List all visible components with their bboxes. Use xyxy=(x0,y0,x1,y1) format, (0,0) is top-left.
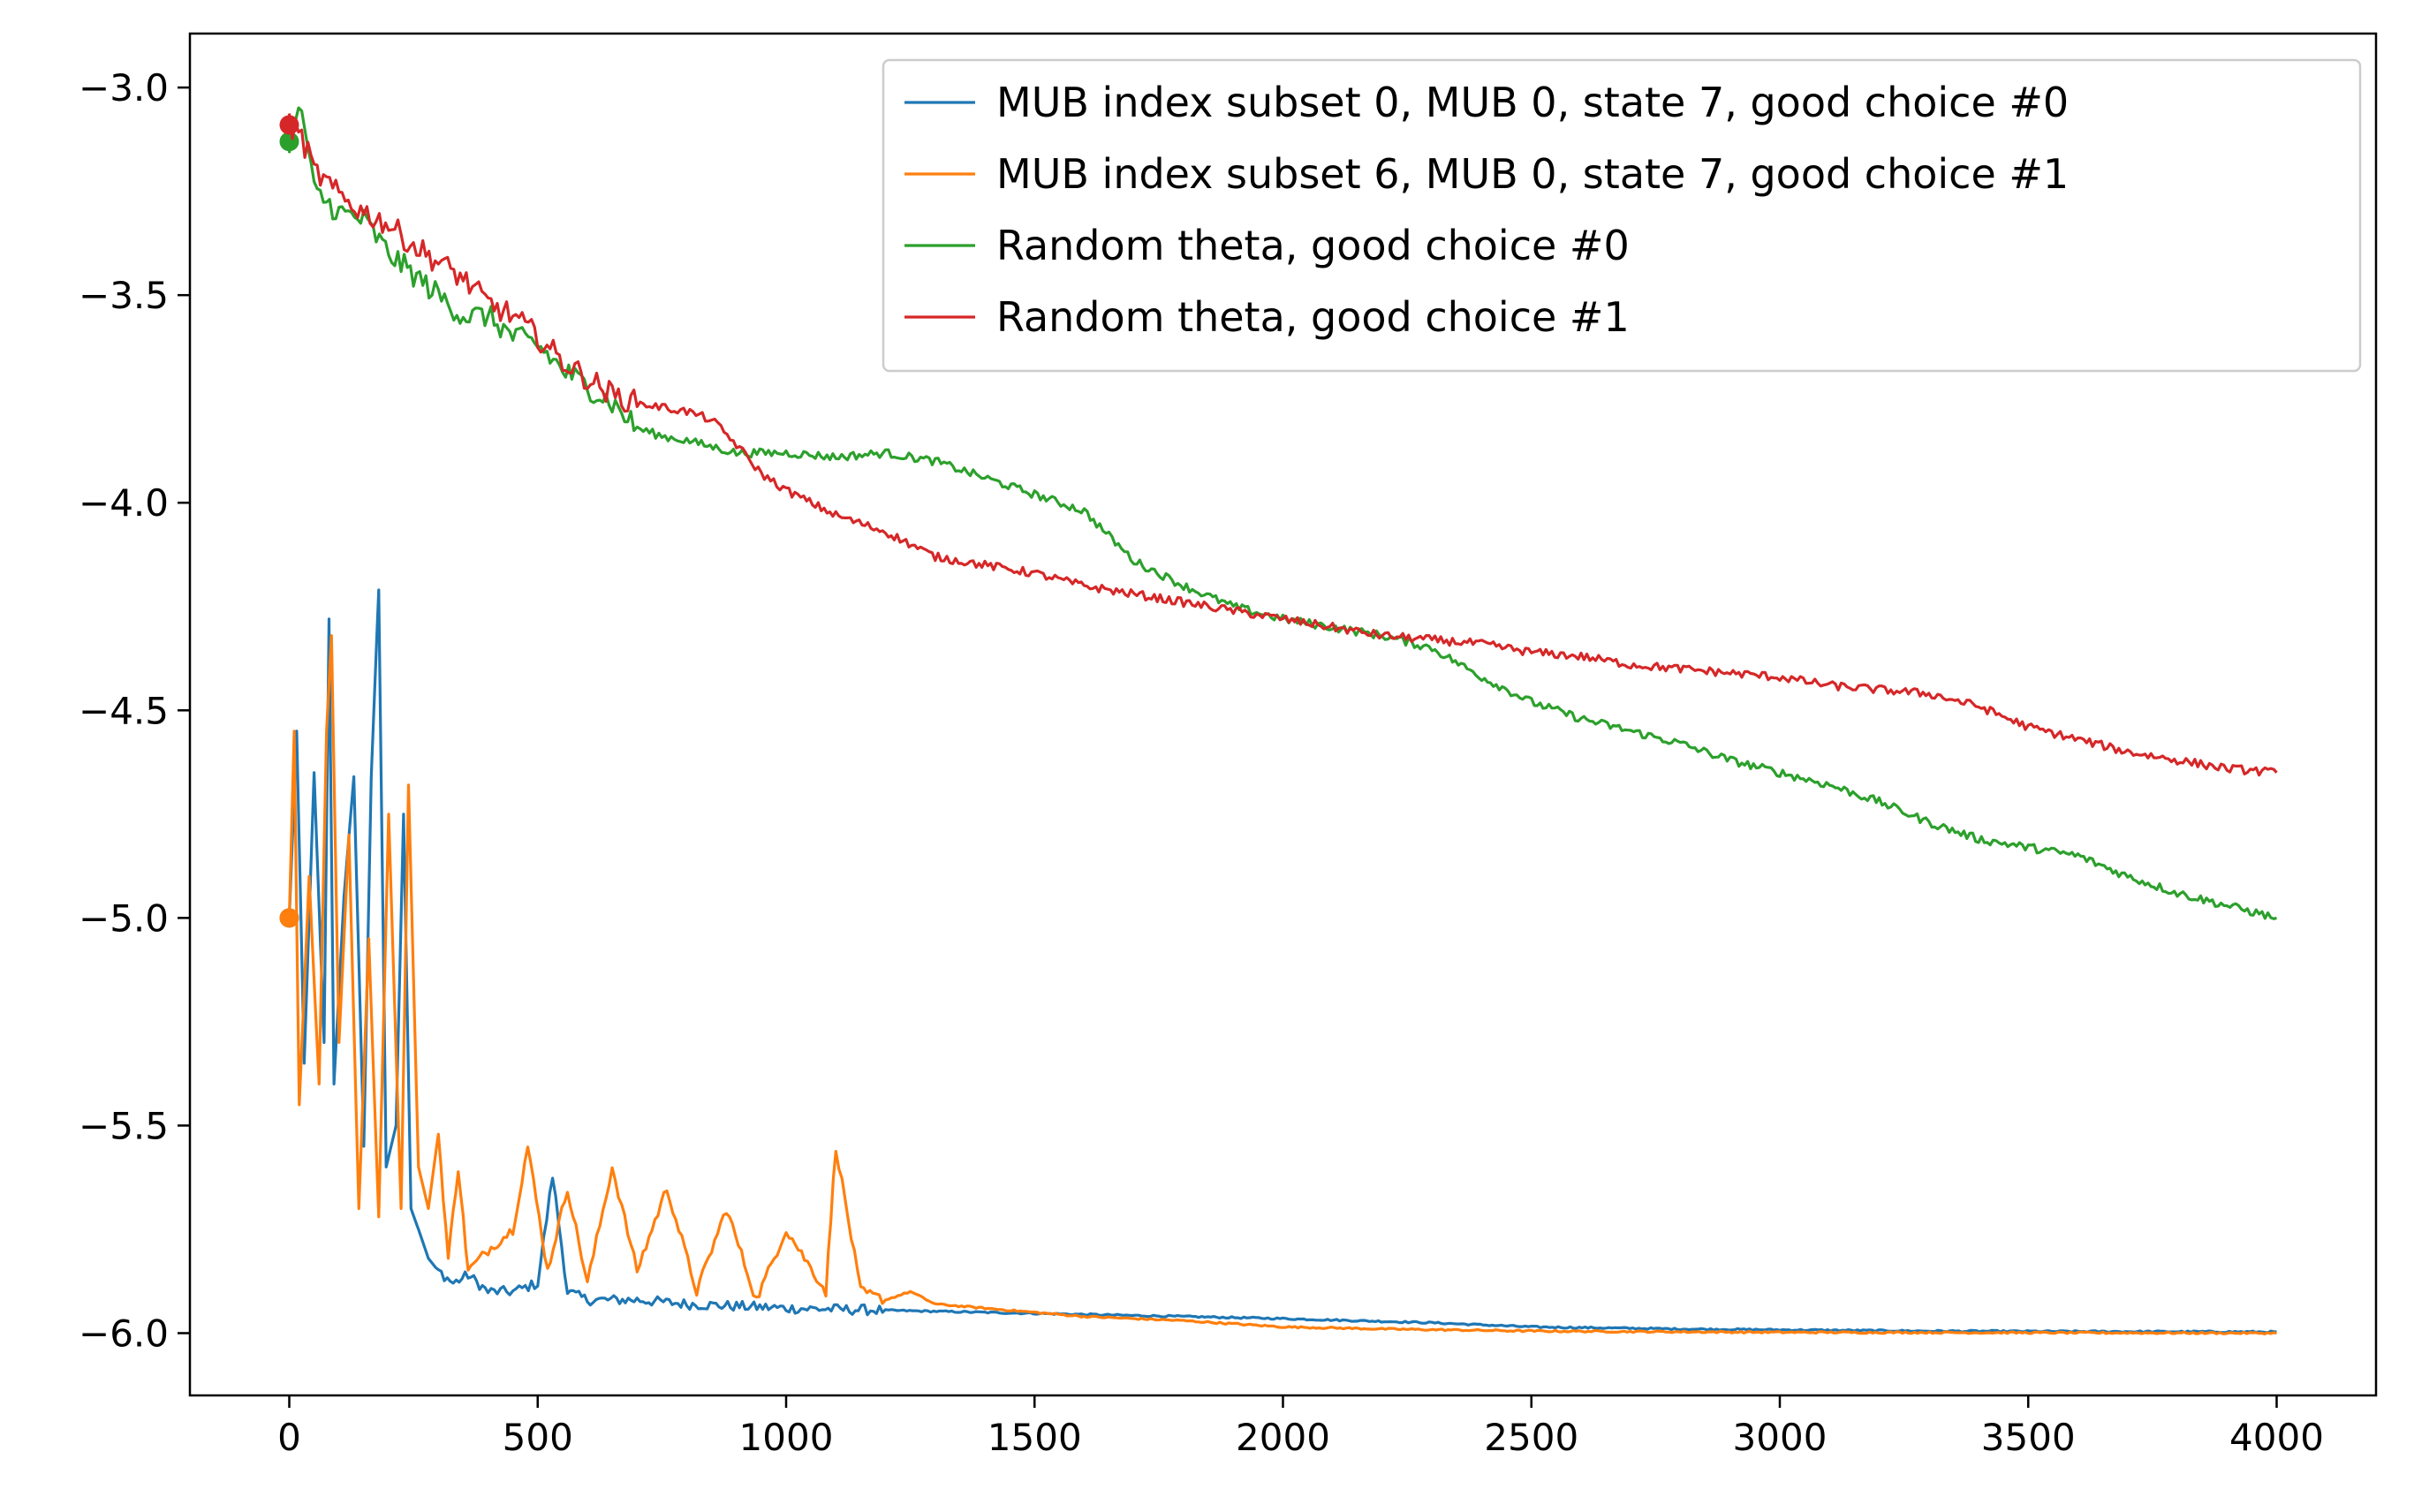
series-line-3 xyxy=(287,113,2278,777)
series-start-marker-3 xyxy=(279,115,299,135)
y-axis: −3.0 −3.5 −4.0 −4.5 −5.0 −5.5 −6.0 xyxy=(79,66,190,1355)
x-tick-label: 1000 xyxy=(739,1416,834,1459)
series-line-0 xyxy=(287,588,2277,1334)
y-tick-label: −6.0 xyxy=(79,1312,169,1355)
y-tick-label: −5.0 xyxy=(79,896,169,940)
x-tick-label: 3000 xyxy=(1733,1416,1828,1459)
x-tick-label: 3500 xyxy=(1981,1416,2076,1459)
x-tick-label: 4000 xyxy=(2229,1416,2324,1459)
series-start-marker-1 xyxy=(279,908,299,928)
series-line-1 xyxy=(287,634,2277,1335)
legend-label-0: MUB index subset 0, MUB 0, state 7, good… xyxy=(996,79,2069,126)
x-tick-label: 1500 xyxy=(988,1416,1082,1459)
y-tick-label: −3.0 xyxy=(79,66,169,110)
legend: MUB index subset 0, MUB 0, state 7, good… xyxy=(882,58,2362,373)
x-tick-label: 2000 xyxy=(1236,1416,1330,1459)
y-tick-label: −5.5 xyxy=(79,1104,169,1147)
legend-label-2: Random theta, good choice #0 xyxy=(996,222,1630,269)
y-tick-label: −4.5 xyxy=(79,689,169,732)
legend-box xyxy=(882,58,2362,373)
x-tick-label: 500 xyxy=(503,1416,573,1459)
y-tick-label: −4.0 xyxy=(79,481,169,525)
series-start-marker-2 xyxy=(279,132,299,152)
x-axis: 0 500 1000 1500 2000 2500 3000 3500 4000 xyxy=(277,1395,2324,1459)
y-tick-label: −3.5 xyxy=(79,274,169,317)
x-tick-label: 0 xyxy=(277,1416,301,1459)
x-tick-label: 2500 xyxy=(1484,1416,1578,1459)
legend-label-3: Random theta, good choice #1 xyxy=(996,293,1630,341)
legend-label-1: MUB index subset 6, MUB 0, state 7, good… xyxy=(996,150,2069,198)
series-layer xyxy=(279,106,2278,1335)
